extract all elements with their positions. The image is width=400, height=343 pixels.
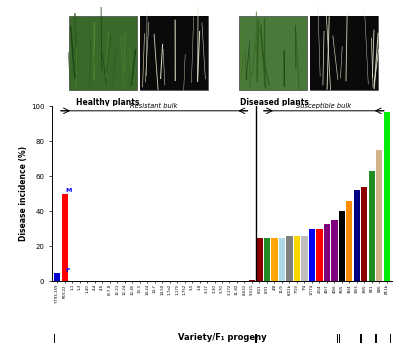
Bar (324, 224, 330, 281)
Bar (256, 238, 263, 281)
FancyBboxPatch shape (310, 16, 378, 91)
Bar (368, 171, 375, 281)
Bar (339, 211, 345, 281)
Bar (62, 194, 68, 281)
Bar (346, 201, 352, 281)
Bar (309, 229, 315, 281)
Text: F: F (66, 268, 70, 273)
Bar (301, 236, 308, 281)
Bar (384, 112, 390, 281)
Bar (331, 220, 338, 281)
Bar (286, 236, 292, 281)
Bar (279, 238, 285, 281)
FancyBboxPatch shape (69, 16, 137, 91)
Text: Resistant bulk: Resistant bulk (130, 103, 178, 109)
FancyBboxPatch shape (140, 16, 208, 91)
Bar (54, 273, 60, 281)
Bar (264, 238, 270, 281)
Text: M: M (66, 188, 72, 193)
Bar (294, 236, 300, 281)
Text: Susceptible bulk: Susceptible bulk (296, 103, 352, 109)
Bar (271, 238, 278, 281)
FancyBboxPatch shape (310, 16, 378, 91)
FancyBboxPatch shape (239, 16, 307, 91)
FancyBboxPatch shape (140, 16, 208, 91)
Bar (316, 229, 322, 281)
Text: Healthy plants: Healthy plants (76, 98, 140, 107)
Bar (354, 190, 360, 281)
Text: Diseased plants: Diseased plants (240, 98, 309, 107)
Bar (249, 280, 255, 281)
X-axis label: Variety/F₁ progeny: Variety/F₁ progeny (178, 333, 266, 342)
Bar (376, 150, 382, 281)
Y-axis label: Disease incidence (%): Disease incidence (%) (19, 146, 28, 241)
Bar (361, 187, 368, 281)
